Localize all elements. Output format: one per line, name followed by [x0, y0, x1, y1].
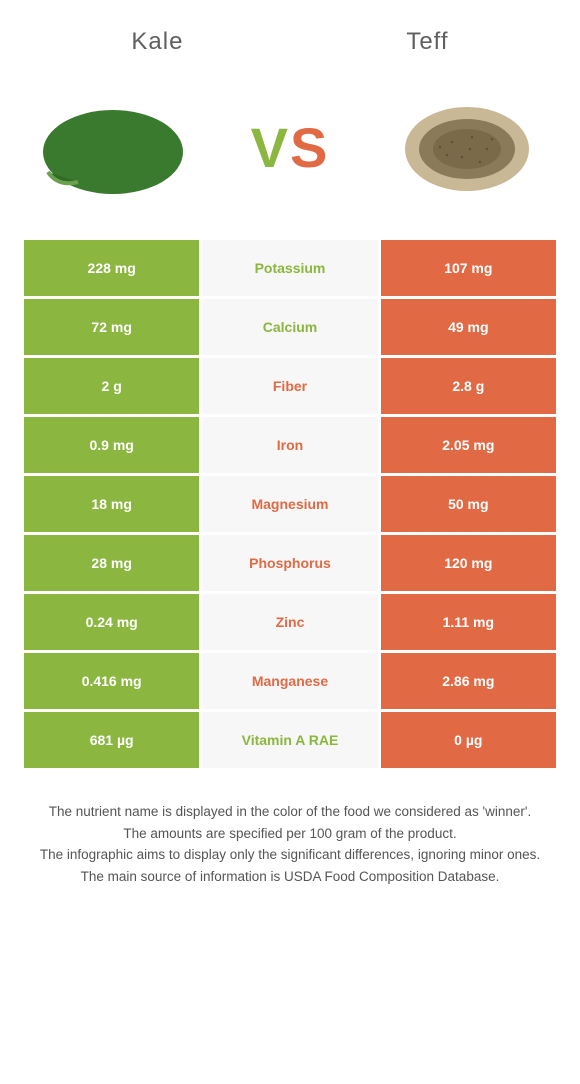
nutrient-label: Magnesium — [202, 476, 377, 532]
footer-notes: The nutrient name is displayed in the co… — [0, 796, 580, 894]
nutrient-label: Phosphorus — [202, 535, 377, 591]
footer-line: The main source of information is USDA F… — [24, 867, 556, 887]
table-row: 0.416 mgManganese2.86 mg — [24, 653, 556, 709]
table-row: 72 mgCalcium49 mg — [24, 299, 556, 355]
table-row: 228 mgPotassium107 mg — [24, 240, 556, 296]
footer-line: The nutrient name is displayed in the co… — [24, 802, 556, 822]
value-right: 49 mg — [381, 299, 556, 355]
value-left: 681 µg — [24, 712, 199, 768]
nutrient-label: Fiber — [202, 358, 377, 414]
teff-image — [382, 82, 552, 212]
nutrient-label: Manganese — [202, 653, 377, 709]
table-row: 681 µgVitamin A RAE0 µg — [24, 712, 556, 768]
value-right: 107 mg — [381, 240, 556, 296]
kale-image — [28, 82, 198, 212]
nutrient-label: Potassium — [202, 240, 377, 296]
value-right: 2.8 g — [381, 358, 556, 414]
table-row: 0.9 mgIron2.05 mg — [24, 417, 556, 473]
footer-line: The infographic aims to display only the… — [24, 845, 556, 865]
value-left: 2 g — [24, 358, 199, 414]
table-row: 18 mgMagnesium50 mg — [24, 476, 556, 532]
vs-s: S — [290, 116, 329, 179]
value-left: 28 mg — [24, 535, 199, 591]
value-right: 1.11 mg — [381, 594, 556, 650]
value-right: 120 mg — [381, 535, 556, 591]
value-right: 50 mg — [381, 476, 556, 532]
food-title-left: Kale — [131, 28, 183, 56]
value-left: 0.9 mg — [24, 417, 199, 473]
value-left: 72 mg — [24, 299, 199, 355]
table-row: 28 mgPhosphorus120 mg — [24, 535, 556, 591]
value-left: 18 mg — [24, 476, 199, 532]
value-left: 0.24 mg — [24, 594, 199, 650]
value-right: 2.86 mg — [381, 653, 556, 709]
value-right: 2.05 mg — [381, 417, 556, 473]
header: Kale Teff — [0, 0, 580, 64]
value-left: 228 mg — [24, 240, 199, 296]
footer-line: The amounts are specified per 100 gram o… — [24, 824, 556, 844]
nutrient-label: Iron — [202, 417, 377, 473]
table-row: 0.24 mgZinc1.11 mg — [24, 594, 556, 650]
nutrient-table: 228 mgPotassium107 mg72 mgCalcium49 mg2 … — [24, 240, 556, 768]
food-title-right: Teff — [406, 28, 448, 56]
images-row: VS — [0, 64, 580, 240]
nutrient-label: Zinc — [202, 594, 377, 650]
value-right: 0 µg — [381, 712, 556, 768]
value-left: 0.416 mg — [24, 653, 199, 709]
table-row: 2 gFiber2.8 g — [24, 358, 556, 414]
nutrient-label: Vitamin A RAE — [202, 712, 377, 768]
nutrient-label: Calcium — [202, 299, 377, 355]
vs-label: VS — [251, 115, 330, 180]
vs-v: V — [251, 116, 290, 179]
